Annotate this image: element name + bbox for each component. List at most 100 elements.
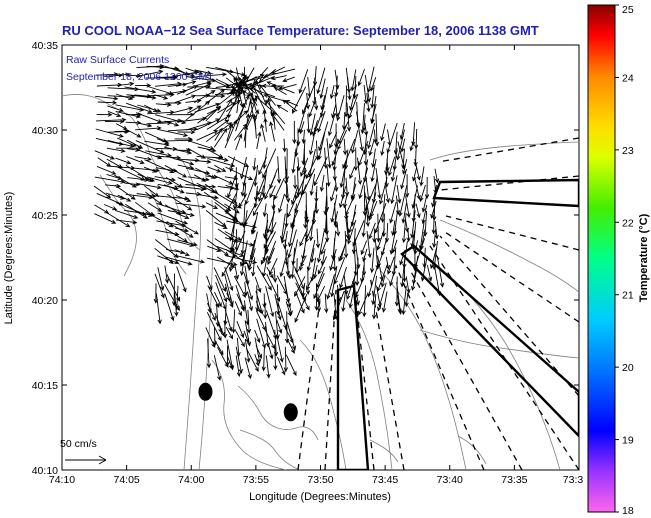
current-vector bbox=[434, 267, 442, 297]
current-vector bbox=[279, 249, 289, 278]
current-vector bbox=[297, 102, 308, 134]
current-vector bbox=[244, 174, 258, 206]
current-vector bbox=[387, 256, 395, 275]
current-vector bbox=[400, 138, 406, 153]
current-vector bbox=[174, 185, 206, 192]
current-vector bbox=[379, 177, 388, 205]
current-vector bbox=[206, 338, 212, 369]
current-vector bbox=[402, 159, 408, 175]
current-vector bbox=[419, 166, 425, 187]
y-tick-label: 40:25 bbox=[32, 210, 58, 222]
current-vector bbox=[313, 273, 325, 300]
current-vector bbox=[147, 92, 175, 97]
current-vector bbox=[258, 185, 265, 202]
current-vector bbox=[254, 329, 261, 344]
current-vector bbox=[286, 184, 291, 204]
current-vector bbox=[107, 110, 122, 117]
current-vector bbox=[135, 122, 153, 128]
current-vector bbox=[301, 282, 306, 298]
current-vector bbox=[292, 120, 297, 145]
x-tick-label: 73:3 bbox=[563, 474, 584, 486]
current-vector bbox=[396, 129, 405, 161]
current-vector bbox=[224, 195, 238, 203]
current-vector bbox=[356, 120, 364, 152]
current-vector bbox=[265, 355, 271, 379]
current-vector bbox=[175, 195, 192, 203]
current-vector bbox=[314, 96, 319, 111]
current-vector bbox=[370, 201, 378, 218]
current-vector bbox=[95, 128, 124, 138]
current-vector bbox=[225, 184, 240, 191]
current-vector bbox=[367, 266, 378, 298]
current-vector bbox=[405, 276, 411, 294]
current-vector bbox=[114, 174, 137, 188]
current-vector bbox=[280, 222, 288, 244]
x-tick-label: 73:40 bbox=[437, 474, 463, 486]
current-vector bbox=[286, 294, 292, 309]
current-vector bbox=[235, 355, 241, 378]
current-vector bbox=[305, 158, 317, 180]
current-vector bbox=[213, 267, 226, 293]
current-vector bbox=[358, 140, 369, 167]
colorbar-label: Temperature (°C) bbox=[638, 213, 650, 302]
current-vector bbox=[155, 102, 172, 107]
current-vector bbox=[175, 220, 200, 235]
current-vector bbox=[247, 291, 254, 312]
current-vector bbox=[164, 120, 180, 127]
y-tick-label: 40:10 bbox=[32, 465, 58, 477]
current-vector bbox=[194, 102, 221, 113]
current-vector bbox=[135, 69, 164, 78]
current-vector bbox=[275, 311, 280, 340]
current-vector bbox=[296, 166, 301, 197]
current-vector bbox=[115, 93, 134, 101]
current-vector bbox=[239, 256, 245, 277]
current-vector bbox=[415, 203, 421, 219]
current-vector bbox=[326, 274, 335, 300]
current-vector bbox=[368, 222, 376, 240]
x-axis-label: Longitude (Degrees:Minutes) bbox=[249, 491, 391, 503]
current-vector bbox=[284, 327, 294, 344]
current-vector bbox=[176, 80, 197, 87]
current-vector bbox=[401, 285, 407, 316]
current-vector bbox=[215, 274, 228, 303]
colorbar bbox=[587, 4, 616, 513]
annotation-line-1: Raw Surface Currents bbox=[66, 54, 169, 66]
current-vector bbox=[147, 110, 175, 115]
current-vector bbox=[214, 119, 230, 131]
y-axis: 40:10 40:15 40:20 40:25 40:30 40:35 bbox=[32, 40, 579, 477]
current-vector bbox=[176, 212, 190, 219]
current-vector bbox=[147, 202, 163, 212]
current-vector bbox=[165, 256, 193, 266]
current-vector bbox=[404, 292, 409, 308]
current-vector bbox=[316, 67, 326, 95]
current-vector bbox=[104, 119, 125, 124]
current-vector bbox=[332, 291, 345, 321]
current-vector bbox=[94, 176, 126, 184]
current-vector bbox=[399, 249, 406, 266]
current-vector bbox=[346, 102, 352, 132]
current-vector bbox=[357, 69, 365, 87]
current-vector bbox=[370, 77, 377, 92]
current-vector bbox=[420, 255, 428, 282]
current-vector bbox=[326, 165, 331, 188]
current-vector bbox=[224, 210, 245, 227]
current-vector bbox=[341, 111, 347, 131]
current-vector bbox=[263, 68, 296, 78]
current-vector bbox=[329, 132, 338, 149]
current-vector bbox=[206, 239, 229, 256]
current-vector bbox=[256, 131, 262, 150]
current-vector bbox=[136, 183, 162, 190]
current-vector bbox=[332, 255, 337, 272]
current-vector bbox=[177, 129, 196, 135]
current-vector bbox=[225, 326, 234, 340]
current-vector bbox=[164, 164, 188, 178]
current-vector bbox=[134, 156, 152, 162]
current-vector bbox=[370, 84, 375, 109]
current-vector bbox=[276, 156, 282, 184]
current-vector bbox=[206, 257, 238, 267]
current-vector bbox=[410, 230, 415, 248]
current-vector bbox=[409, 138, 415, 152]
current-vector bbox=[96, 165, 117, 175]
current-vector bbox=[185, 184, 217, 189]
current-vector bbox=[266, 266, 274, 279]
